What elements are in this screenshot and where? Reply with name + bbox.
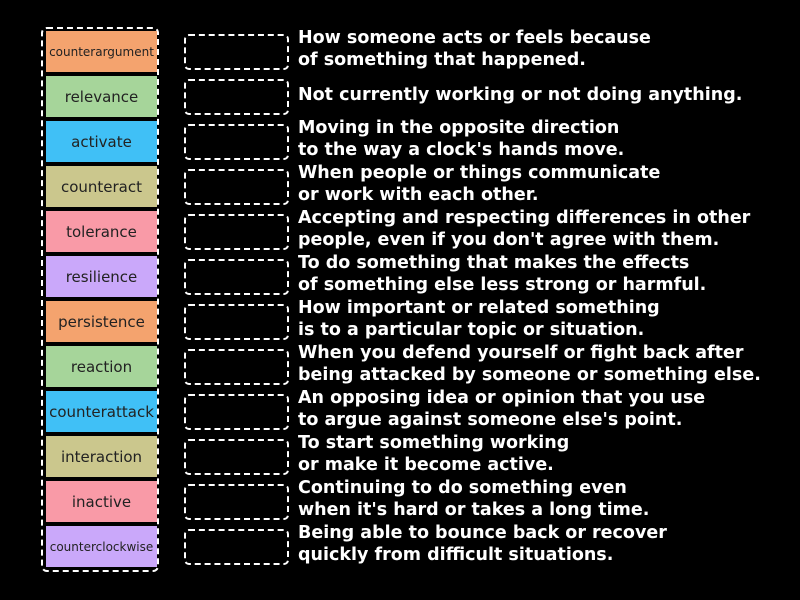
drop-slot[interactable] bbox=[184, 79, 289, 115]
word-tile[interactable]: counterclockwise bbox=[46, 526, 157, 567]
drop-slot[interactable] bbox=[184, 439, 289, 475]
definition-text: Accepting and respecting differences in … bbox=[298, 208, 751, 250]
word-tile[interactable]: relevance bbox=[46, 76, 157, 117]
drop-slot[interactable] bbox=[184, 124, 289, 160]
drop-slot[interactable] bbox=[184, 304, 289, 340]
definition-text: An opposing idea or opinion that you use… bbox=[298, 388, 706, 430]
definition-text: Moving in the opposite direction to the … bbox=[298, 118, 625, 160]
drop-slot[interactable] bbox=[184, 169, 289, 205]
definition-text: To start something working or make it be… bbox=[298, 433, 570, 475]
word-tile[interactable]: inactive bbox=[46, 481, 157, 522]
word-tile[interactable]: resilience bbox=[46, 256, 157, 297]
word-tile[interactable]: tolerance bbox=[46, 211, 157, 252]
word-tile[interactable]: interaction bbox=[46, 436, 157, 477]
definition-text: How important or related something is to… bbox=[298, 298, 660, 340]
definition-text: When people or things communicate or wor… bbox=[298, 163, 661, 205]
word-tile[interactable]: counterargument bbox=[46, 31, 157, 72]
drop-slot[interactable] bbox=[184, 529, 289, 565]
word-tile[interactable]: counterattack bbox=[46, 391, 157, 432]
drop-slot[interactable] bbox=[184, 394, 289, 430]
drop-slot[interactable] bbox=[184, 484, 289, 520]
definition-text: Not currently working or not doing anyth… bbox=[298, 85, 743, 105]
definition-text: To do something that makes the effects o… bbox=[298, 253, 707, 295]
word-tray bbox=[41, 27, 159, 572]
drop-slot[interactable] bbox=[184, 34, 289, 70]
word-tile[interactable]: reaction bbox=[46, 346, 157, 387]
definition-text: How someone acts or feels because of som… bbox=[298, 28, 651, 70]
drop-slot[interactable] bbox=[184, 349, 289, 385]
definition-text: Continuing to do something even when it'… bbox=[298, 478, 650, 520]
word-tile[interactable]: counteract bbox=[46, 166, 157, 207]
word-tile[interactable]: activate bbox=[46, 121, 157, 162]
drop-slot[interactable] bbox=[184, 214, 289, 250]
definition-text: Being able to bounce back or recover qui… bbox=[298, 523, 667, 565]
drop-slot[interactable] bbox=[184, 259, 289, 295]
word-tile[interactable]: persistence bbox=[46, 301, 157, 342]
definition-text: When you defend yourself or fight back a… bbox=[298, 343, 761, 385]
